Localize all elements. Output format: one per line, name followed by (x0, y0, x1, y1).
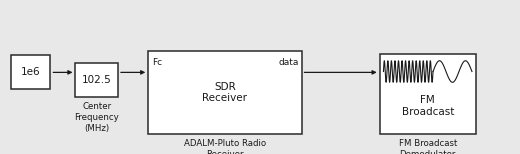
Text: Fc: Fc (152, 58, 162, 67)
FancyBboxPatch shape (11, 55, 50, 89)
FancyBboxPatch shape (75, 63, 118, 97)
Text: 1e6: 1e6 (21, 67, 41, 77)
Text: data: data (278, 58, 298, 67)
Text: Center
Frequency
(MHz): Center Frequency (MHz) (74, 102, 119, 133)
Text: FM Broadcast
Demodulator
Baseband: FM Broadcast Demodulator Baseband (398, 139, 457, 154)
FancyBboxPatch shape (380, 54, 476, 134)
Text: ADALM-Pluto Radio
Receiver: ADALM-Pluto Radio Receiver (184, 139, 266, 154)
FancyBboxPatch shape (148, 51, 302, 134)
Text: SDR
Receiver: SDR Receiver (202, 82, 248, 103)
Text: 102.5: 102.5 (82, 75, 112, 85)
Text: FM
Broadcast: FM Broadcast (401, 95, 454, 117)
